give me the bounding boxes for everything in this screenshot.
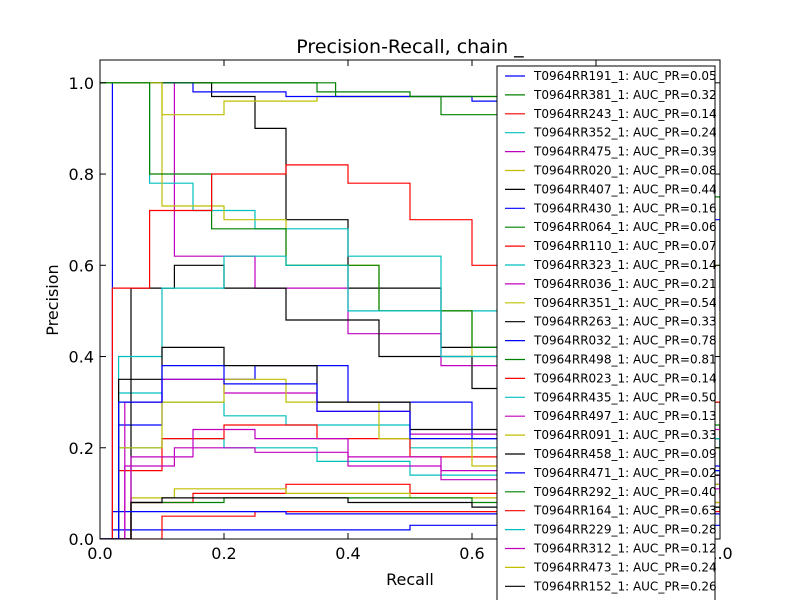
legend-label-22: T0964RR292_1: AUC_PR=0.40 xyxy=(533,485,717,499)
y-axis-title: Precision xyxy=(43,264,62,335)
legend-label-23: T0964RR164_1: AUC_PR=0.63 xyxy=(533,504,717,518)
x-tick-label: 0.2 xyxy=(211,544,236,563)
legend-label-17: T0964RR435_1: AUC_PR=0.50 xyxy=(533,390,717,404)
legend-label-4: T0964RR475_1: AUC_PR=0.39 xyxy=(533,145,717,159)
legend-label-13: T0964RR263_1: AUC_PR=0.33 xyxy=(533,315,717,329)
legend-items: T0964RR191_1: AUC_PR=0.05 T0964RR381_1: A… xyxy=(505,69,717,600)
y-tick-label: 0.2 xyxy=(69,439,94,458)
x-tick-label: 0.0 xyxy=(87,544,112,563)
legend-label-11: T0964RR036_1: AUC_PR=0.21 xyxy=(533,277,717,291)
legend-label-6: T0964RR407_1: AUC_PR=0.44 xyxy=(533,182,717,196)
legend-label-8: T0964RR064_1: AUC_PR=0.06 xyxy=(533,220,717,234)
legend-label-24: T0964RR229_1: AUC_PR=0.28 xyxy=(533,523,717,537)
legend-label-2: T0964RR243_1: AUC_PR=0.14 xyxy=(533,107,717,121)
y-tick-label: 1.0 xyxy=(69,74,94,93)
legend-label-3: T0964RR352_1: AUC_PR=0.24 xyxy=(533,126,717,140)
legend-label-5: T0964RR020_1: AUC_PR=0.08 xyxy=(533,164,717,178)
legend-label-18: T0964RR497_1: AUC_PR=0.13 xyxy=(533,409,717,423)
legend-label-1: T0964RR381_1: AUC_PR=0.32 xyxy=(533,88,717,102)
x-tick-label: 0.6 xyxy=(459,544,484,563)
legend-label-14: T0964RR032_1: AUC_PR=0.78 xyxy=(533,334,717,348)
chart-title: Precision-Recall, chain _ xyxy=(296,36,524,58)
x-tick-label: 0.4 xyxy=(335,544,360,563)
plot-frame xyxy=(99,59,721,540)
legend-label-27: T0964RR152_1: AUC_PR=0.26 xyxy=(533,579,717,593)
ticks-group: 0.00.20.40.60.81.00.00.20.40.60.81.0 xyxy=(69,60,733,563)
legend-label-25: T0964RR312_1: AUC_PR=0.12 xyxy=(533,542,717,556)
legend-label-15: T0964RR498_1: AUC_PR=0.81 xyxy=(533,353,717,367)
legend-label-28: T0964RR091_1: AUC_PR=0.29 xyxy=(533,598,717,600)
y-tick-label: 0.0 xyxy=(69,530,94,549)
legend-label-16: T0964RR023_1: AUC_PR=0.14 xyxy=(533,371,717,385)
legend-label-0: T0964RR191_1: AUC_PR=0.05 xyxy=(533,69,717,83)
y-tick-label: 0.4 xyxy=(69,348,94,367)
x-axis-title: Recall xyxy=(386,570,434,589)
legend-label-12: T0964RR351_1: AUC_PR=0.54 xyxy=(533,296,717,310)
legend-frame xyxy=(496,65,716,600)
legend-label-7: T0964RR430_1: AUC_PR=0.16 xyxy=(533,201,717,215)
legend: T0964RR191_1: AUC_PR=0.05 T0964RR381_1: A… xyxy=(496,65,717,600)
legend-label-21: T0964RR471_1: AUC_PR=0.02 xyxy=(533,466,717,480)
legend-label-9: T0964RR110_1: AUC_PR=0.07 xyxy=(533,239,717,253)
legend-label-26: T0964RR473_1: AUC_PR=0.24 xyxy=(533,560,717,574)
y-tick-label: 0.6 xyxy=(69,256,94,275)
legend-label-10: T0964RR323_1: AUC_PR=0.14 xyxy=(533,258,717,272)
legend-label-20: T0964RR458_1: AUC_PR=0.09 xyxy=(533,447,717,461)
y-tick-label: 0.8 xyxy=(69,165,94,184)
legend-label-19: T0964RR091_1: AUC_PR=0.33 xyxy=(533,428,717,442)
